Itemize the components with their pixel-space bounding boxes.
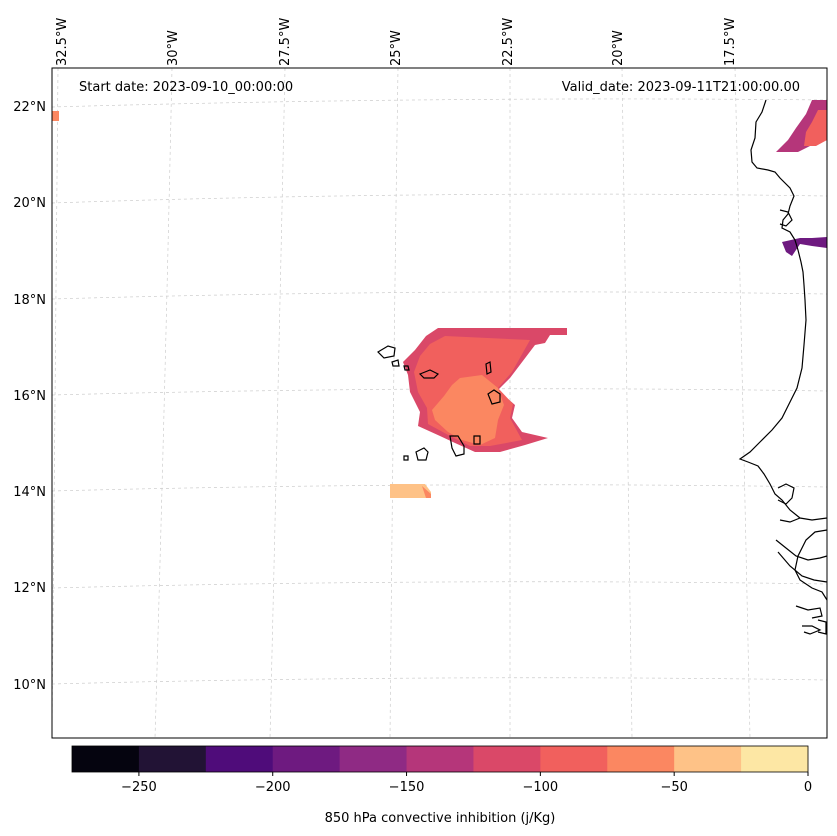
lon-label: 17.5°W xyxy=(723,18,738,66)
lon-label: 30°W xyxy=(166,30,181,66)
lat-label: 22°N xyxy=(13,100,46,115)
cin-patch-northeast-inner xyxy=(804,110,827,146)
lon-labels: 32.5°W 30°W 27.5°W 25°W 22.5°W 20°W 17.5… xyxy=(55,18,738,66)
valid-date-label: Valid_date: 2023-09-11T21:00:00.00 xyxy=(562,80,800,95)
colorbar-bin xyxy=(473,746,541,772)
colorbar: −250 −200 −150 −100 −50 0 xyxy=(71,745,812,795)
lon-label: 22.5°W xyxy=(501,18,516,66)
coastlines xyxy=(377,99,828,635)
lon-label: 27.5°W xyxy=(278,18,293,66)
colorbar-tick-label: −150 xyxy=(389,780,425,795)
lat-labels: 22°N 20°N 18°N 16°N 14°N 12°N 10°N xyxy=(13,100,46,693)
colorbar-bin xyxy=(741,746,809,772)
lat-label: 18°N xyxy=(13,293,46,308)
coast-inlet-8 xyxy=(817,619,827,635)
colorbar-bin xyxy=(406,746,474,772)
africa-coast xyxy=(738,99,828,521)
colorbar-bin xyxy=(72,746,140,772)
island-santo-antao xyxy=(377,345,396,359)
colorbar-bin xyxy=(674,746,742,772)
colorbar-tick-label: −50 xyxy=(660,780,687,795)
lat-label: 20°N xyxy=(13,196,46,211)
colorbar-tick-label: −250 xyxy=(121,780,157,795)
colorbar-bin xyxy=(607,746,675,772)
island-sal xyxy=(485,361,492,375)
colorbar-tick-label: 0 xyxy=(804,780,812,795)
colorbar-bin xyxy=(205,746,274,772)
cin-patch-south-edge xyxy=(422,486,431,498)
colorbar-frame xyxy=(71,745,809,773)
colorbar-bin xyxy=(138,746,207,772)
island-maio xyxy=(473,435,481,445)
cin-patch-northwest xyxy=(52,111,59,121)
island-sao-nicolau xyxy=(418,369,440,379)
start-date-label: Start date: 2023-09-10_00:00:00 xyxy=(79,80,293,95)
island-brava xyxy=(403,455,409,461)
colorbar-title: 850 hPa convective inhibition (j/Kg) xyxy=(325,811,556,826)
cin-field xyxy=(52,100,827,498)
colorbar-bin xyxy=(540,746,608,772)
lat-label: 16°N xyxy=(13,389,46,404)
coast-inlet-7 xyxy=(802,625,822,635)
coast-inlet-1 xyxy=(777,483,795,505)
lon-label: 25°W xyxy=(389,30,404,66)
map-frame xyxy=(51,67,828,739)
coast-inlet-6 xyxy=(795,605,823,619)
colorbar-tick-label: −200 xyxy=(255,780,291,795)
coast-inlet-2 xyxy=(779,517,801,523)
island-santa-luzia xyxy=(403,365,410,371)
coast-inlet-3 xyxy=(775,539,828,561)
lat-label: 14°N xyxy=(13,485,46,500)
lon-label: 32.5°W xyxy=(55,18,70,66)
cin-patch-east-band xyxy=(782,237,827,256)
cin-cape-verde-core xyxy=(432,375,504,445)
lat-label: 10°N xyxy=(13,678,46,693)
cin-patch-south xyxy=(390,484,431,498)
colorbar-bin xyxy=(272,746,341,772)
lat-label: 12°N xyxy=(13,581,46,596)
coast-inlet-5 xyxy=(779,209,793,227)
island-sao-vicente xyxy=(391,359,400,367)
gridlines xyxy=(51,67,828,739)
colorbar-tick-label: −100 xyxy=(523,780,559,795)
africa-coast-south xyxy=(794,529,828,601)
island-fogo xyxy=(415,447,429,461)
island-boa-vista xyxy=(487,389,501,405)
colorbar-bin xyxy=(339,746,408,772)
coast-inlet-4 xyxy=(777,551,828,583)
island-santiago xyxy=(449,435,465,457)
lon-label: 20°W xyxy=(611,30,626,66)
